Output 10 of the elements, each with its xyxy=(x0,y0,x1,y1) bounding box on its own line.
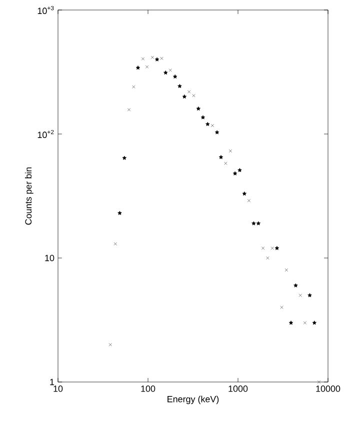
x-axis-title: Energy (keV) xyxy=(168,396,219,404)
x-tick-label: 100 xyxy=(141,386,156,392)
y-tick-label: 10$^{+3}$ xyxy=(38,6,54,14)
x-tick-label: 10000 xyxy=(316,386,340,392)
y-tick-label: 10 xyxy=(45,254,54,262)
y-tick-label: 1 xyxy=(50,378,54,386)
y-tick-label: 10$^{+2}$ xyxy=(38,130,54,138)
x-tick-label: 10 xyxy=(54,386,63,392)
x-tick-label: 1000 xyxy=(228,386,248,392)
y-axis-title: Counts per bin xyxy=(24,167,34,225)
